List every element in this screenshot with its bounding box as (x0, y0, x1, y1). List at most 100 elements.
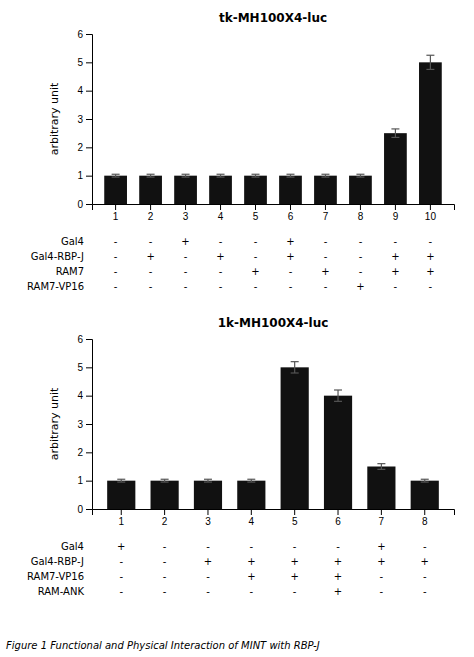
condition-value: + (356, 281, 364, 292)
y-tick-label: 6 (77, 29, 83, 40)
condition-label: RAM7-VP16 (27, 571, 84, 582)
y-tick-mark (86, 424, 92, 425)
x-tick: 1 (118, 509, 124, 527)
condition-value: - (163, 586, 167, 597)
condition-value: - (324, 251, 328, 262)
y-tick-mark (86, 396, 92, 397)
error-cap (421, 479, 429, 480)
x-tick: 8 (422, 509, 428, 527)
y-tick: 4 (77, 85, 92, 96)
figure-caption: Figure 1 Functional and Physical Interac… (6, 640, 320, 651)
error-cap (112, 176, 120, 177)
bar (237, 481, 265, 509)
error-line (395, 129, 396, 138)
x-tick-label: 7 (323, 211, 329, 222)
error-line (430, 55, 431, 69)
condition-value: - (219, 236, 223, 247)
x-tick-mark (424, 509, 425, 515)
x-tick-label: 3 (183, 211, 189, 222)
error-cap (291, 372, 299, 373)
condition-value: - (324, 281, 328, 292)
y-tick-mark (86, 176, 92, 177)
y-tick: 5 (77, 57, 92, 68)
bar (104, 176, 127, 204)
condition-value: - (429, 281, 433, 292)
x-tick: 9 (393, 204, 399, 222)
x-tick-label: 4 (249, 516, 255, 527)
error-cap (321, 174, 329, 175)
chart-title: tk-MH100X4-luc (219, 11, 327, 25)
condition-value: - (163, 541, 167, 552)
x-tick: 7 (379, 509, 385, 527)
y-axis-label: arbitrary unit (48, 82, 61, 155)
condition-value: + (391, 266, 399, 277)
bars (104, 55, 442, 204)
condition-value: - (336, 541, 340, 552)
y-tick: 1 (77, 170, 92, 181)
condition-value: - (254, 281, 258, 292)
bar (411, 481, 439, 509)
error-bar (217, 174, 225, 177)
bar (174, 176, 197, 204)
y-axis: 0123456 (77, 334, 92, 515)
error-cap (286, 174, 294, 175)
error-cap (112, 174, 120, 175)
condition-value: - (394, 236, 398, 247)
bar (139, 176, 162, 204)
condition-value: - (380, 571, 384, 582)
y-axis-label: arbitrary unit (48, 387, 61, 460)
condition-value: - (119, 571, 123, 582)
y-tick-label: 4 (77, 85, 83, 96)
y-tick: 2 (77, 142, 92, 153)
error-bar (117, 479, 125, 482)
x-tick-mark (395, 204, 396, 210)
condition-value: + (247, 571, 255, 582)
bar (314, 176, 337, 204)
condition-value: + (426, 251, 434, 262)
x-tick-label: 1 (118, 516, 124, 527)
condition-value: - (429, 236, 433, 247)
condition-value: + (290, 556, 298, 567)
condition-value: - (359, 266, 363, 277)
condition-value: - (254, 251, 258, 262)
x-tick-label: 8 (422, 516, 428, 527)
x-tick: 6 (335, 509, 341, 527)
error-bar (321, 174, 329, 177)
x-tick: 6 (288, 204, 294, 222)
x-tick-label: 2 (162, 516, 168, 527)
error-cap (204, 479, 212, 480)
condition-label: RAM7 (56, 266, 84, 277)
figure: tk-MH100X4-luc 0123456 arbitrary unit 1 2 3 4 5… (0, 0, 474, 657)
x-tick: 4 (218, 204, 224, 222)
x-tick-label: 8 (358, 211, 364, 222)
error-cap (391, 137, 399, 138)
condition-label: Gal4 (61, 236, 84, 247)
x-axis-line (93, 510, 455, 516)
bar (324, 396, 352, 509)
x-tick-label: 2 (148, 211, 154, 222)
bar (244, 176, 267, 204)
y-tick-label: 2 (77, 142, 83, 153)
x-tick-mark (115, 204, 116, 210)
error-bar (161, 479, 169, 482)
condition-label: RAM-ANK (38, 586, 85, 597)
x-tick: 2 (162, 509, 168, 527)
error-cap (356, 176, 364, 177)
x-tick-label: 6 (288, 211, 294, 222)
error-cap (161, 479, 169, 480)
y-tick: 6 (77, 29, 92, 40)
condition-value: + (286, 251, 294, 262)
condition-label: RAM7-VP16 (27, 281, 84, 292)
y-axis-line (86, 35, 93, 205)
error-cap (147, 174, 155, 175)
condition-value: - (250, 541, 254, 552)
condition-value: + (426, 266, 434, 277)
error-cap (117, 481, 125, 482)
bar (194, 481, 222, 509)
condition-label: Gal4-RBP-J (31, 251, 84, 262)
error-bar (147, 174, 155, 177)
error-cap (161, 481, 169, 482)
condition-value: + (377, 541, 385, 552)
y-tick-mark (86, 204, 92, 205)
x-tick-label: 4 (218, 211, 224, 222)
